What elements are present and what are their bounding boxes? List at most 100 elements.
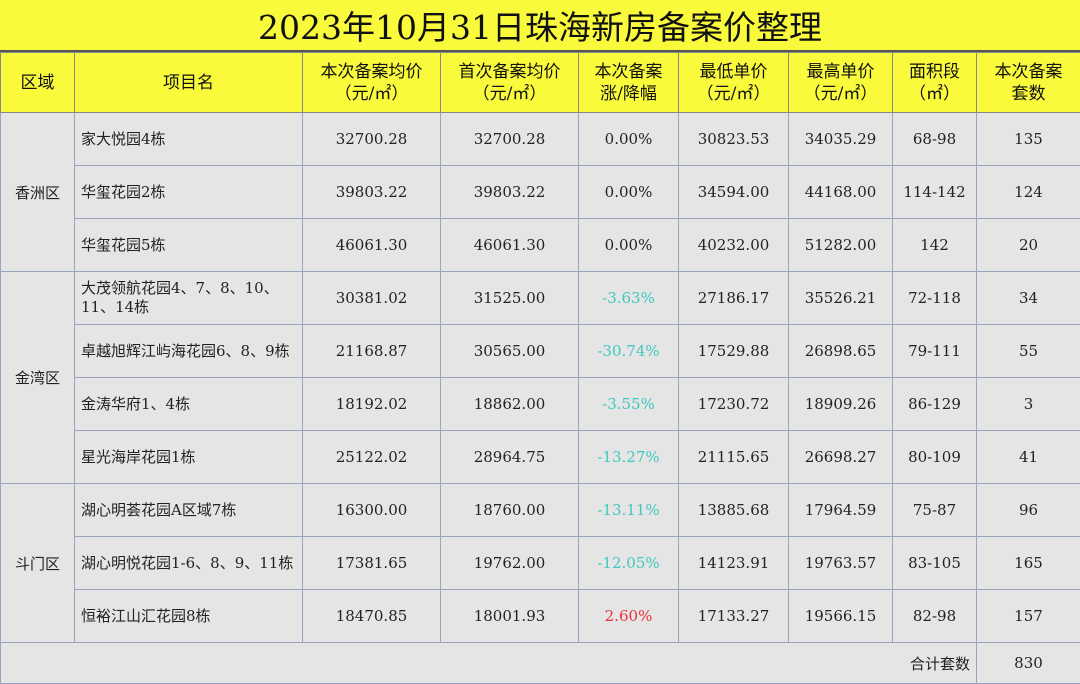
- table-row: 华玺花园2栋 39803.22 39803.22 0.00% 34594.00 …: [1, 166, 1080, 219]
- first-avg-price: 46061.30: [441, 219, 579, 272]
- area-range: 86-129: [893, 378, 977, 431]
- table-row: 湖心明悦花园1-6、8、9、11栋 17381.65 19762.00 -12.…: [1, 537, 1080, 590]
- project-name: 华玺花园5栋: [75, 219, 303, 272]
- min-price: 14123.91: [679, 537, 789, 590]
- table-row: 金湾区 大茂领航花园4、7、8、10、11、14栋 30381.02 31525…: [1, 272, 1080, 325]
- unit-count: 20: [977, 219, 1080, 272]
- first-avg-price: 18001.93: [441, 590, 579, 643]
- project-name: 湖心明荟花园A区域7栋: [75, 484, 303, 537]
- area-range: 82-98: [893, 590, 977, 643]
- header-min-price: 最低单价（元/㎡）: [679, 53, 789, 113]
- unit-count: 165: [977, 537, 1080, 590]
- first-avg-price: 18862.00: [441, 378, 579, 431]
- header-avg-price: 本次备案均价（元/㎡）: [303, 53, 441, 113]
- avg-price: 25122.02: [303, 431, 441, 484]
- avg-price: 18192.02: [303, 378, 441, 431]
- max-price: 51282.00: [789, 219, 893, 272]
- total-row: 合计套数 830: [1, 643, 1080, 684]
- max-price: 34035.29: [789, 113, 893, 166]
- table-row: 华玺花园5栋 46061.30 46061.30 0.00% 40232.00 …: [1, 219, 1080, 272]
- max-price: 18909.26: [789, 378, 893, 431]
- area-range: 72-118: [893, 272, 977, 325]
- price-table: 区域 项目名 本次备案均价（元/㎡） 首次备案均价（元/㎡） 本次备案涨/降幅 …: [0, 52, 1080, 684]
- header-project: 项目名: [75, 53, 303, 113]
- table-row: 星光海岸花园1栋 25122.02 28964.75 -13.27% 21115…: [1, 431, 1080, 484]
- first-avg-price: 39803.22: [441, 166, 579, 219]
- max-price: 26898.65: [789, 325, 893, 378]
- project-name: 家大悦园4栋: [75, 113, 303, 166]
- change-pct: -12.05%: [579, 537, 679, 590]
- min-price: 34594.00: [679, 166, 789, 219]
- header-area: 面积段（㎡）: [893, 53, 977, 113]
- region-cell: 香洲区: [1, 113, 75, 272]
- first-avg-price: 19762.00: [441, 537, 579, 590]
- min-price: 17133.27: [679, 590, 789, 643]
- project-name: 恒裕江山汇花园8栋: [75, 590, 303, 643]
- region-cell: 斗门区: [1, 484, 75, 643]
- unit-count: 157: [977, 590, 1080, 643]
- area-range: 83-105: [893, 537, 977, 590]
- project-name: 星光海岸花园1栋: [75, 431, 303, 484]
- table-row: 斗门区 湖心明荟花园A区域7栋 16300.00 18760.00 -13.11…: [1, 484, 1080, 537]
- header-region: 区域: [1, 53, 75, 113]
- region-cell: 金湾区: [1, 272, 75, 484]
- max-price: 44168.00: [789, 166, 893, 219]
- header-max-price: 最高单价（元/㎡）: [789, 53, 893, 113]
- unit-count: 41: [977, 431, 1080, 484]
- change-pct: -3.55%: [579, 378, 679, 431]
- table-row: 香洲区 家大悦园4栋 32700.28 32700.28 0.00% 30823…: [1, 113, 1080, 166]
- unit-count: 3: [977, 378, 1080, 431]
- unit-count: 135: [977, 113, 1080, 166]
- min-price: 30823.53: [679, 113, 789, 166]
- table-row: 金涛华府1、4栋 18192.02 18862.00 -3.55% 17230.…: [1, 378, 1080, 431]
- unit-count: 55: [977, 325, 1080, 378]
- unit-count: 96: [977, 484, 1080, 537]
- avg-price: 39803.22: [303, 166, 441, 219]
- min-price: 17230.72: [679, 378, 789, 431]
- change-pct: 2.60%: [579, 590, 679, 643]
- first-avg-price: 28964.75: [441, 431, 579, 484]
- first-avg-price: 31525.00: [441, 272, 579, 325]
- max-price: 19566.15: [789, 590, 893, 643]
- first-avg-price: 32700.28: [441, 113, 579, 166]
- avg-price: 32700.28: [303, 113, 441, 166]
- avg-price: 30381.02: [303, 272, 441, 325]
- header-first-avg-price: 首次备案均价（元/㎡）: [441, 53, 579, 113]
- min-price: 40232.00: [679, 219, 789, 272]
- avg-price: 18470.85: [303, 590, 441, 643]
- change-pct: -30.74%: [579, 325, 679, 378]
- project-name: 卓越旭辉江屿海花园6、8、9栋: [75, 325, 303, 378]
- area-range: 80-109: [893, 431, 977, 484]
- change-pct: -13.11%: [579, 484, 679, 537]
- max-price: 19763.57: [789, 537, 893, 590]
- table-row: 卓越旭辉江屿海花园6、8、9栋 21168.87 30565.00 -30.74…: [1, 325, 1080, 378]
- area-range: 68-98: [893, 113, 977, 166]
- max-price: 26698.27: [789, 431, 893, 484]
- change-pct: 0.00%: [579, 219, 679, 272]
- max-price: 17964.59: [789, 484, 893, 537]
- area-range: 142: [893, 219, 977, 272]
- project-name: 大茂领航花园4、7、8、10、11、14栋: [75, 272, 303, 325]
- unit-count: 34: [977, 272, 1080, 325]
- header-change: 本次备案涨/降幅: [579, 53, 679, 113]
- avg-price: 21168.87: [303, 325, 441, 378]
- header-row: 区域 项目名 本次备案均价（元/㎡） 首次备案均价（元/㎡） 本次备案涨/降幅 …: [1, 53, 1080, 113]
- max-price: 35526.21: [789, 272, 893, 325]
- min-price: 13885.68: [679, 484, 789, 537]
- first-avg-price: 30565.00: [441, 325, 579, 378]
- min-price: 17529.88: [679, 325, 789, 378]
- total-label: 合计套数: [1, 643, 977, 684]
- avg-price: 16300.00: [303, 484, 441, 537]
- change-pct: -13.27%: [579, 431, 679, 484]
- change-pct: 0.00%: [579, 166, 679, 219]
- change-pct: 0.00%: [579, 113, 679, 166]
- avg-price: 46061.30: [303, 219, 441, 272]
- unit-count: 124: [977, 166, 1080, 219]
- total-units: 830: [977, 643, 1080, 684]
- area-range: 75-87: [893, 484, 977, 537]
- header-units: 本次备案套数: [977, 53, 1080, 113]
- min-price: 21115.65: [679, 431, 789, 484]
- sheet-title: 2023年10月31日珠海新房备案价整理: [0, 0, 1080, 52]
- project-name: 华玺花园2栋: [75, 166, 303, 219]
